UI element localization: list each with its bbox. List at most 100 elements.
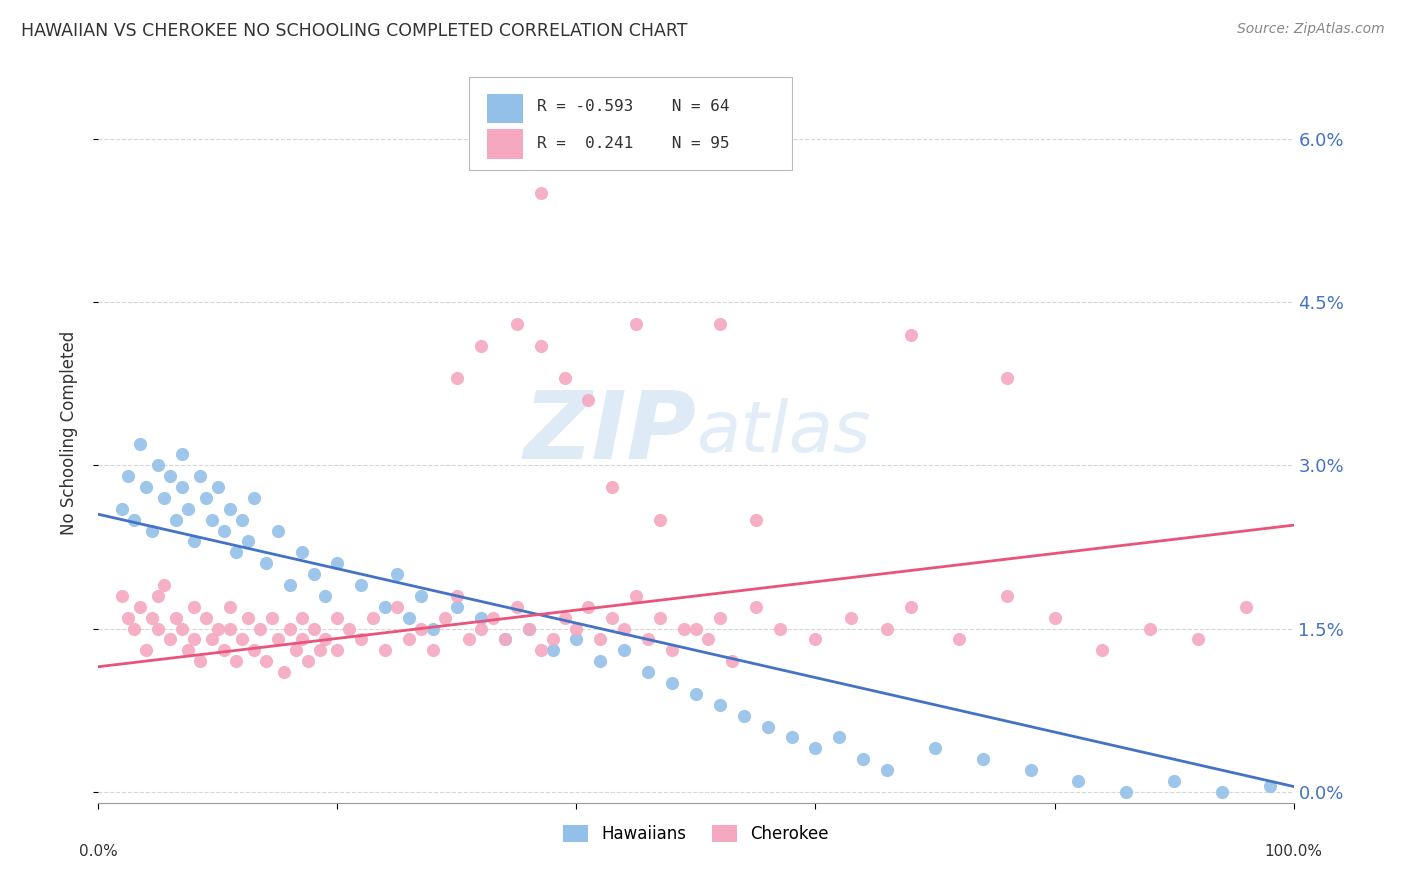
Point: [148, 458, 170, 473]
Point: [385, 599, 409, 614]
Point: [948, 632, 970, 647]
Point: [446, 589, 468, 603]
Point: [302, 567, 325, 582]
Point: [236, 610, 259, 624]
Point: [697, 632, 720, 647]
Text: Source: ZipAtlas.com: Source: ZipAtlas.com: [1237, 22, 1385, 37]
Legend: Hawaiians, Cherokee: Hawaiians, Cherokee: [557, 819, 835, 850]
Point: [212, 524, 235, 538]
Point: [589, 654, 612, 668]
Point: [165, 610, 187, 624]
Point: [924, 741, 946, 756]
Point: [326, 610, 349, 624]
Point: [1043, 610, 1066, 624]
Point: [506, 599, 529, 614]
Point: [470, 338, 492, 352]
Point: [374, 643, 396, 657]
Point: [852, 752, 875, 766]
Point: [363, 610, 385, 624]
Point: [602, 610, 624, 624]
Point: [350, 578, 373, 592]
Text: HAWAIIAN VS CHEROKEE NO SCHOOLING COMPLETED CORRELATION CHART: HAWAIIAN VS CHEROKEE NO SCHOOLING COMPLE…: [21, 22, 688, 40]
Point: [219, 599, 242, 614]
Point: [685, 622, 707, 636]
Point: [385, 567, 409, 582]
Point: [541, 632, 564, 647]
Point: [267, 524, 290, 538]
Point: [297, 654, 319, 668]
Point: [225, 654, 247, 668]
Point: [972, 752, 994, 766]
Point: [302, 622, 325, 636]
Point: [530, 338, 553, 352]
Point: [141, 610, 163, 624]
Text: R = -0.593    N = 64: R = -0.593 N = 64: [537, 99, 730, 114]
Point: [578, 392, 600, 407]
Text: atlas: atlas: [696, 398, 870, 467]
Point: [1115, 785, 1137, 799]
Point: [446, 599, 468, 614]
Point: [326, 556, 349, 570]
Point: [661, 643, 683, 657]
Point: [135, 643, 157, 657]
Point: [315, 589, 337, 603]
Point: [195, 610, 218, 624]
Point: [243, 491, 266, 505]
Point: [613, 622, 636, 636]
Point: [398, 632, 420, 647]
Point: [1187, 632, 1209, 647]
Point: [613, 643, 636, 657]
Point: [804, 632, 827, 647]
Point: [188, 654, 211, 668]
Point: [177, 501, 200, 516]
Point: [1258, 780, 1281, 794]
Point: [308, 643, 330, 657]
Point: [626, 317, 648, 331]
Point: [207, 480, 229, 494]
Point: [900, 599, 922, 614]
Point: [172, 480, 194, 494]
Point: [554, 371, 576, 385]
Point: [398, 610, 420, 624]
Point: [267, 632, 290, 647]
Text: ZIP: ZIP: [523, 386, 696, 479]
Point: [291, 632, 314, 647]
Text: 100.0%: 100.0%: [1264, 844, 1323, 858]
Point: [1019, 763, 1042, 777]
Point: [673, 622, 696, 636]
Point: [637, 665, 659, 680]
Point: [804, 741, 827, 756]
Point: [565, 622, 588, 636]
Point: [661, 676, 683, 690]
Point: [315, 632, 337, 647]
Point: [602, 480, 624, 494]
Point: [172, 447, 194, 461]
Point: [626, 589, 648, 603]
Point: [1139, 622, 1161, 636]
Point: [188, 469, 211, 483]
Point: [589, 632, 612, 647]
Point: [685, 687, 707, 701]
Point: [876, 622, 898, 636]
Point: [494, 632, 516, 647]
Point: [141, 524, 163, 538]
Point: [709, 610, 731, 624]
Point: [135, 480, 157, 494]
Point: [326, 643, 349, 657]
Point: [350, 632, 373, 647]
Point: [124, 513, 146, 527]
Point: [236, 534, 259, 549]
Point: [124, 622, 146, 636]
Point: [201, 513, 224, 527]
Point: [446, 371, 468, 385]
Point: [231, 513, 253, 527]
Text: R =  0.241    N = 95: R = 0.241 N = 95: [537, 136, 730, 152]
Point: [212, 643, 235, 657]
Point: [578, 599, 600, 614]
Point: [494, 632, 516, 647]
Point: [172, 622, 194, 636]
Point: [995, 589, 1018, 603]
Point: [273, 665, 295, 680]
Point: [900, 327, 922, 342]
Point: [411, 622, 433, 636]
